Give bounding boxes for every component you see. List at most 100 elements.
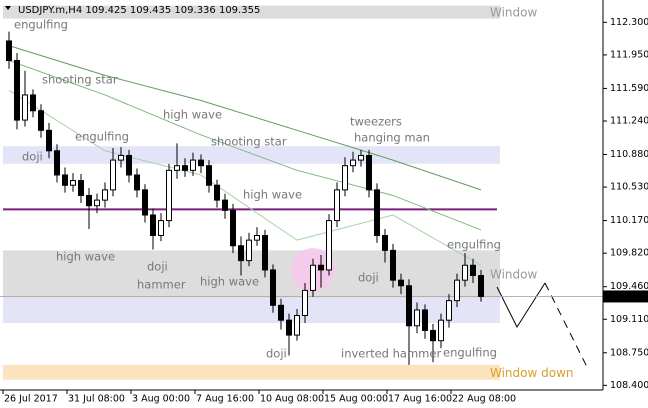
price-tag-label: 109.355: [609, 291, 648, 302]
candle-body: [254, 234, 260, 241]
candle-body: [230, 209, 236, 247]
annotation: doji: [266, 347, 287, 361]
candle-body: [134, 174, 140, 191]
candle-body: [406, 285, 412, 327]
candle-body: [294, 315, 300, 336]
x-tick-label: 17 Aug 16:00: [388, 394, 452, 405]
candle-body: [366, 154, 372, 191]
candle-body: [286, 319, 292, 336]
candle-body: [94, 199, 100, 207]
candle-body: [478, 275, 484, 297]
candle-body: [142, 189, 148, 216]
annotation: shooting star: [42, 73, 118, 87]
x-tick-label: 31 Jul 08:00: [68, 394, 125, 405]
candle-body: [206, 165, 212, 186]
annotation: hanging man: [354, 131, 430, 145]
y-tick-label: 111.240: [610, 116, 648, 127]
annotation: doji: [22, 150, 43, 164]
x-tick-label: 15 Aug 00:00: [324, 394, 388, 405]
candle-body: [22, 94, 28, 121]
annotation: high wave: [163, 108, 222, 122]
candle-body: [342, 165, 348, 191]
header: USDJPY.m,H4 109.425 109.435 109.336 109.…: [18, 5, 260, 16]
zone: [3, 364, 500, 380]
forecast-line: [496, 282, 546, 329]
zone: [3, 146, 500, 164]
candle-body: [190, 159, 196, 171]
candle-body: [70, 180, 76, 186]
candle-body: [246, 239, 252, 262]
annotation: tweezers: [350, 115, 402, 129]
y-tick-label: 108.400: [610, 380, 648, 391]
candle-body: [398, 279, 404, 287]
candle-body: [430, 329, 436, 342]
candle-body: [414, 309, 420, 327]
x-tick-label: 7 Aug 16:00: [196, 394, 254, 405]
candle-body: [182, 165, 188, 171]
y-tick-label: 109.110: [610, 314, 648, 325]
candle-body: [198, 159, 204, 167]
y-tick-label: 112.300: [610, 17, 648, 28]
y-tick-label: 108.750: [610, 347, 648, 358]
candle-body: [262, 234, 268, 271]
candle-body: [14, 60, 20, 121]
candle-body: [46, 129, 52, 152]
x-tick-label: 22 Aug 08:00: [452, 394, 516, 405]
annotation: high wave: [243, 188, 302, 202]
moving-average: [8, 45, 482, 191]
annotation: high wave: [200, 275, 259, 289]
y-tick-label: 110.530: [610, 182, 648, 193]
annotation: engulfing: [14, 18, 68, 32]
candle-body: [462, 264, 468, 281]
candle-body: [422, 309, 428, 331]
x-tick-label: 10 Aug 08:00: [260, 394, 324, 405]
candle-body: [118, 154, 124, 161]
candle-body: [278, 304, 284, 321]
candle-body: [62, 174, 68, 186]
annotation: inverted hammer: [341, 347, 441, 361]
candle-body: [150, 214, 156, 236]
candle-body: [166, 169, 172, 222]
price-tag: [603, 290, 648, 303]
candle-body: [222, 199, 228, 211]
candle-body: [6, 40, 12, 62]
candle-body: [438, 319, 444, 342]
candle-body: [110, 159, 116, 191]
y-tick-label: 110.170: [610, 215, 648, 226]
x-tick-label: 3 Aug 00:00: [132, 394, 190, 405]
candle-body: [390, 249, 396, 281]
y-tick-label: 111.950: [610, 49, 648, 60]
candle-body: [358, 154, 364, 161]
zone-label: Window: [490, 6, 538, 20]
candle-body: [470, 264, 476, 277]
candle-body: [38, 110, 44, 131]
annotation: doji: [147, 260, 168, 274]
candle-body: [382, 234, 388, 251]
candle-body: [318, 264, 324, 271]
y-tick-label: 109.460: [610, 281, 648, 292]
zone: [3, 5, 500, 19]
annotation: engulfing: [443, 346, 497, 360]
candle-body: [334, 189, 340, 222]
header-icon: [5, 6, 11, 10]
annotation: engulfing: [447, 238, 501, 252]
y-tick-label: 111.590: [610, 83, 648, 94]
annotation: shooting star: [211, 135, 287, 149]
candle-body: [214, 184, 220, 201]
candle-body: [30, 94, 36, 112]
candle-body: [310, 264, 316, 291]
annotation: doji: [358, 271, 379, 285]
candle-body: [102, 189, 108, 201]
y-tick-label: 109.820: [610, 248, 648, 259]
moving-average: [8, 60, 482, 231]
candle-body: [446, 300, 452, 321]
candle-body: [86, 194, 92, 207]
candle-body: [174, 165, 180, 171]
candle-body: [374, 189, 380, 236]
candle-body: [126, 154, 132, 176]
y-tick-label: 110.880: [610, 149, 648, 160]
x-tick-label: 26 Jul 2017: [4, 394, 58, 405]
